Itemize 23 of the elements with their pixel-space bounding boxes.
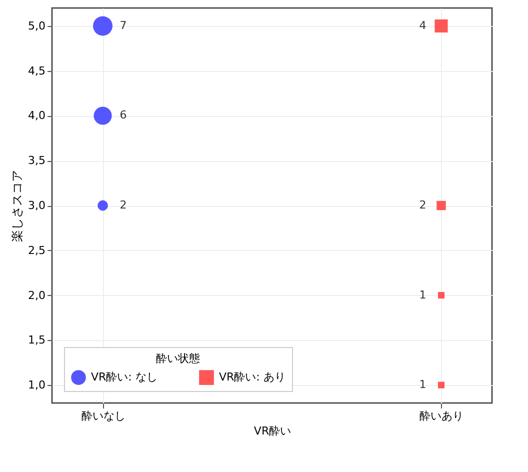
y-tick-label: 2,0 [28,288,46,302]
y-tick-label: 5,0 [28,19,46,32]
y-tick-label: 2,5 [28,244,46,257]
y-axis-title: 楽しさスコア [10,170,24,242]
data-label: 1 [419,288,426,302]
legend-title: 酔い状態 [156,352,200,365]
data-label: 4 [419,18,426,32]
data-label: 7 [120,18,127,32]
x-tick-label: 酔いなし [81,410,126,422]
data-label: 6 [120,108,127,122]
x-tick-label: 酔いあり [420,410,464,422]
x-axis-title: VR酔い [254,424,292,438]
legend-label: VR酔い: あり [219,370,286,384]
legend-label: VR酔い: なし [91,370,158,384]
data-label: 2 [419,198,426,212]
y-tick-label: 4,0 [28,109,46,122]
data-label: 2 [120,198,127,212]
y-tick-label: 4,5 [28,64,46,78]
y-tick-label: 1,0 [28,378,46,392]
y-tick-label: 3,5 [28,154,46,168]
data-label: 1 [419,378,426,392]
y-tick-label: 1,5 [28,334,46,347]
y-tick-label: 3,0 [28,199,46,212]
